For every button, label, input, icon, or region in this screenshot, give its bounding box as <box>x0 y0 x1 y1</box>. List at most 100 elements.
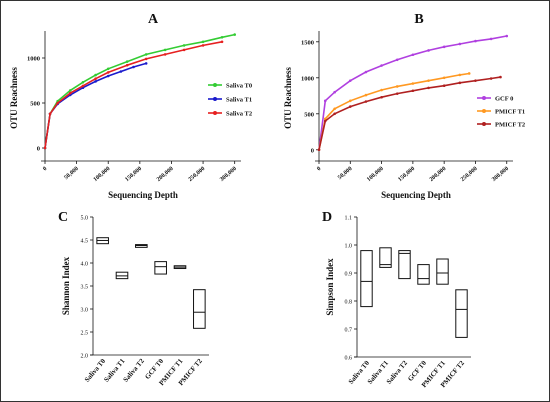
panel-letter: B <box>414 12 423 27</box>
y-tick-label: 4.0 <box>81 262 89 268</box>
series-line <box>44 33 235 149</box>
y-tick-label: 0.7 <box>345 328 353 334</box>
series-point <box>68 91 72 95</box>
series-point <box>106 67 110 71</box>
series-point <box>489 77 493 80</box>
legend-marker <box>213 111 217 115</box>
y-tick-label: 5.0 <box>81 216 89 222</box>
series-point <box>442 76 446 80</box>
series-point <box>427 86 430 90</box>
legend-label: Saliva T0 <box>226 83 252 90</box>
series-point <box>458 42 462 46</box>
series-point <box>220 40 224 44</box>
panel-letter: A <box>148 12 159 27</box>
legend-marker <box>482 96 486 100</box>
series-point <box>348 99 352 103</box>
series-point <box>182 48 186 52</box>
series-point <box>395 58 399 62</box>
series-point <box>94 80 97 83</box>
y-tick-label: 3.0 <box>81 308 89 314</box>
y-tick-label: 2.0 <box>81 354 89 360</box>
y-axis-title: Simpson Index <box>325 258 335 316</box>
box <box>379 247 392 268</box>
series-point <box>182 44 186 47</box>
box <box>398 250 411 280</box>
y-axis-title: Shannon Index <box>61 256 71 315</box>
series-point <box>427 79 430 82</box>
x-tick-label: 200,000 <box>429 166 448 183</box>
series-line <box>318 76 501 150</box>
series-point <box>48 112 52 116</box>
x-tick-label: 0 <box>42 166 48 173</box>
series-point <box>144 62 148 65</box>
x-tick-label: 50,000 <box>63 166 79 181</box>
series-point <box>68 89 72 92</box>
box <box>193 289 206 329</box>
series-point <box>474 79 477 82</box>
y-axis-title: OTU Reachness <box>283 67 293 129</box>
series-point <box>106 71 110 74</box>
series-point <box>499 75 502 79</box>
series-point <box>333 112 336 116</box>
series-point <box>132 65 135 69</box>
x-tick-label: 250,000 <box>460 166 479 183</box>
series-point <box>323 119 327 123</box>
series-point <box>364 70 368 74</box>
series-point <box>458 81 462 85</box>
series-line <box>318 72 470 150</box>
y-tick-label: 500 <box>30 101 40 108</box>
legend-marker <box>213 83 217 87</box>
x-tick-label: 300,000 <box>491 166 510 183</box>
x-category-label: Saliva T2 <box>385 359 409 386</box>
box <box>360 250 373 308</box>
series-point <box>56 101 59 105</box>
y-tick-label: 1000 <box>301 75 314 82</box>
x-tick-label: 250,000 <box>188 166 207 183</box>
series-point <box>163 53 167 56</box>
x-tick-label: 100,000 <box>93 166 112 183</box>
x-tick-label: 50,000 <box>337 166 353 181</box>
panel-c: C 2.0 2.5 3.0 3.5 4.0 4.5 5.0 Shannon Index Saliv… <box>58 210 209 387</box>
y-tick-label: 3.5 <box>81 285 89 291</box>
series-point <box>348 79 352 82</box>
x-tick-label: 100,000 <box>366 166 385 183</box>
series-point <box>94 73 97 77</box>
series-point <box>163 48 167 52</box>
y-tick-label: 0.9 <box>345 272 353 278</box>
legend-label: PMICF T1 <box>495 109 525 116</box>
legend-label: GCF 0 <box>495 96 513 103</box>
series-point <box>333 107 336 111</box>
series-point <box>380 88 383 92</box>
legend-marker <box>482 122 486 126</box>
y-tick-label: 4.5 <box>81 239 89 245</box>
y-tick-label: 1500 <box>301 39 314 46</box>
box <box>417 264 430 285</box>
series-point <box>380 64 383 67</box>
series-point <box>467 72 471 75</box>
series-point <box>395 92 399 95</box>
series-point <box>411 53 415 57</box>
x-tick-label: 0 <box>316 166 322 173</box>
y-tick-label: 2.5 <box>81 331 89 337</box>
y-tick-label: 0.8 <box>345 300 353 306</box>
y-tick-label: 0.6 <box>345 356 353 362</box>
y-tick-label: 1000 <box>27 56 40 63</box>
panel-d: D 0.6 0.7 0.8 0.9 1.0 1.1 Simpson Index Saliva T… <box>322 210 471 389</box>
series-point <box>106 74 110 78</box>
box <box>455 289 468 338</box>
x-category-label: Saliva T2 <box>122 357 146 384</box>
series-point <box>505 34 509 38</box>
series-point <box>125 63 129 67</box>
series-point <box>323 99 327 103</box>
series-point <box>442 84 446 88</box>
series-point <box>220 36 224 39</box>
x-axis-title: Sequencing Depth <box>108 190 178 200</box>
series-point <box>94 77 97 80</box>
series-line <box>318 35 507 150</box>
x-tick-label: 150,000 <box>397 166 416 183</box>
series-point <box>364 100 368 103</box>
series-point <box>233 33 236 36</box>
series-point <box>43 146 47 150</box>
